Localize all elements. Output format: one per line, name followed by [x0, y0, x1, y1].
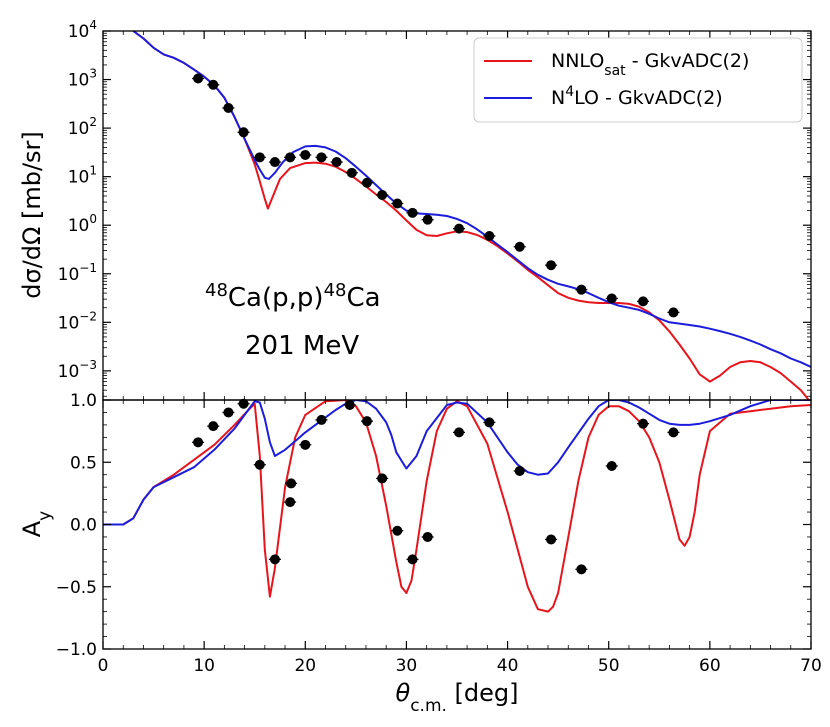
analyzing-power-panel: 1.0 0.5 0.0 −0.5 −1.00 10 20 30 40 50 60 70 Ay θc.m… — [18, 391, 822, 716]
x-tick-label: 70 — [800, 656, 822, 676]
bottom-y-tick-label: −1.0 — [56, 640, 97, 660]
bottom-data-point — [268, 554, 281, 565]
top-y-tick-label: 10−2 — [58, 309, 97, 333]
top-y-tick-label: 102 — [68, 115, 97, 139]
top-data-point — [207, 79, 220, 90]
bottom-data-points — [192, 398, 680, 575]
bottom-data-point — [360, 416, 373, 427]
bottom-data-point — [192, 437, 205, 448]
top-y-tick-label: 104 — [68, 18, 97, 42]
top-data-point — [299, 149, 312, 160]
top-data-points — [192, 73, 680, 318]
top-y-tick-label: 10−1 — [58, 261, 97, 285]
bottom-y-axis-label: Ay — [18, 511, 55, 537]
top-data-point — [345, 167, 358, 178]
bottom-data-point — [513, 465, 526, 476]
top-data-point — [637, 296, 650, 307]
top-y-tick-label: 101 — [68, 164, 97, 188]
top-data-point — [667, 307, 680, 318]
bottom-data-point — [406, 554, 419, 565]
legend-frame — [473, 37, 803, 123]
top-y-tick-label: 100 — [68, 212, 97, 236]
bottom-data-point — [605, 460, 618, 471]
top-data-point — [284, 152, 297, 163]
bottom-ticks: 1.0 0.5 0.0 −0.5 −1.00 10 20 30 40 50 60 70 — [56, 391, 822, 676]
top-data-point — [315, 152, 328, 163]
bottom-data-point — [253, 459, 266, 470]
bottom-data-point — [284, 497, 297, 508]
top-y-axis-label: dσ/dΩ [mb/sr] — [18, 131, 46, 299]
bottom-data-point — [222, 407, 235, 418]
legend-label-nnlo: NNLOsat - GkvADC(2) — [551, 50, 749, 79]
x-axis-label: θc.m. [deg] — [396, 679, 519, 716]
bottom-data-point — [315, 414, 328, 425]
legend: NNLOsat - GkvADC(2) N4LO - GkvADC(2) — [473, 37, 803, 123]
bottom-y-tick-label: 0.5 — [70, 453, 97, 473]
x-tick-label: 30 — [396, 656, 418, 676]
top-data-point — [483, 230, 496, 241]
bottom-data-point — [575, 564, 588, 575]
top-curve-n4lo — [132, 31, 811, 368]
top-data-point — [513, 241, 526, 252]
bottom-data-point — [299, 439, 312, 450]
top-data-point — [222, 102, 235, 113]
top-data-point — [545, 260, 558, 271]
bottom-data-point — [667, 427, 680, 438]
bottom-y-tick-label: −0.5 — [56, 578, 97, 598]
bottom-data-point — [545, 534, 558, 545]
bottom-data-point — [483, 417, 496, 428]
top-data-point — [192, 73, 205, 84]
bottom-data-point — [453, 427, 466, 438]
x-tick-label: 0 — [98, 656, 109, 676]
bottom-y-tick-label: 0.0 — [70, 516, 97, 536]
top-data-point — [605, 293, 618, 304]
x-tick-label: 60 — [699, 656, 721, 676]
reaction-label: 48Ca(p,p)48Ca — [205, 280, 381, 314]
x-tick-label: 10 — [193, 656, 215, 676]
top-data-point — [268, 157, 281, 168]
bottom-data-point — [391, 525, 404, 536]
top-data-point — [575, 284, 588, 295]
top-data-point — [421, 214, 434, 225]
bottom-data-point — [343, 399, 356, 410]
top-data-point — [253, 152, 266, 163]
bottom-data-point — [237, 398, 250, 409]
top-y-tick-label: 10−3 — [58, 358, 97, 382]
top-data-point — [406, 207, 419, 218]
top-data-point — [376, 189, 389, 200]
top-data-point — [237, 127, 250, 138]
x-tick-label: 20 — [294, 656, 316, 676]
top-data-point — [453, 223, 466, 234]
bottom-data-point — [376, 473, 389, 484]
bottom-data-point — [207, 421, 220, 432]
bottom-y-tick-label: 1.0 — [70, 391, 97, 411]
top-data-point — [391, 198, 404, 209]
bottom-data-point — [421, 531, 434, 542]
top-data-point — [360, 177, 373, 188]
bottom-data-point — [285, 478, 298, 489]
bottom-curves — [103, 400, 811, 613]
bottom-data-point — [637, 418, 650, 429]
energy-label: 201 MeV — [245, 331, 359, 361]
legend-label-n4lo: N4LO - GkvADC(2) — [551, 84, 723, 109]
x-tick-label: 50 — [598, 656, 620, 676]
top-y-tick-label: 103 — [68, 67, 97, 91]
bottom-curve-n4lo — [103, 400, 811, 526]
x-tick-label: 40 — [497, 656, 519, 676]
top-data-point — [330, 157, 343, 168]
